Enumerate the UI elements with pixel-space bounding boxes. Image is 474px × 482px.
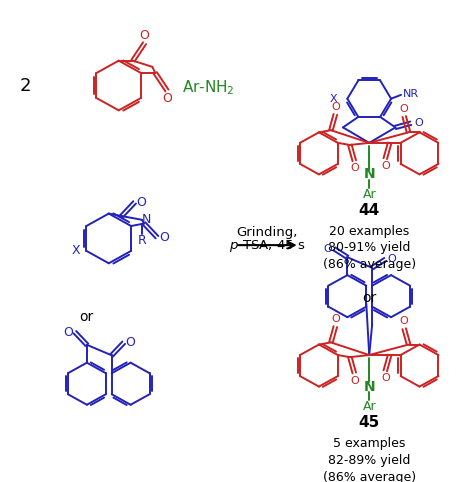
Text: O: O bbox=[140, 29, 149, 42]
Text: O: O bbox=[63, 326, 73, 339]
Text: Ar-NH$_2$: Ar-NH$_2$ bbox=[182, 78, 234, 97]
Text: N: N bbox=[364, 380, 375, 394]
Text: O: O bbox=[137, 196, 146, 209]
Text: O: O bbox=[126, 336, 136, 349]
Text: O: O bbox=[400, 316, 409, 326]
Text: or: or bbox=[79, 310, 93, 324]
Text: Ar: Ar bbox=[363, 188, 376, 201]
Text: Grinding,: Grinding, bbox=[236, 226, 298, 239]
Text: R: R bbox=[137, 234, 146, 247]
Text: O: O bbox=[414, 118, 423, 128]
Text: NR: NR bbox=[403, 89, 419, 99]
Text: O: O bbox=[400, 104, 409, 114]
Text: O: O bbox=[350, 375, 359, 386]
Text: O: O bbox=[331, 102, 340, 112]
Text: N: N bbox=[364, 167, 375, 181]
Text: Ar: Ar bbox=[363, 400, 376, 413]
Text: O: O bbox=[331, 314, 340, 324]
Text: 80-91% yield: 80-91% yield bbox=[328, 241, 410, 254]
Text: (86% average): (86% average) bbox=[323, 258, 416, 271]
Text: (86% average): (86% average) bbox=[323, 470, 416, 482]
Text: O: O bbox=[388, 254, 397, 264]
Text: 2: 2 bbox=[19, 77, 31, 94]
Text: O: O bbox=[162, 92, 172, 105]
Text: O: O bbox=[381, 374, 390, 384]
Text: 45: 45 bbox=[359, 415, 380, 430]
Text: N: N bbox=[142, 214, 152, 226]
Text: O: O bbox=[323, 244, 332, 254]
Text: 5 examples: 5 examples bbox=[333, 437, 405, 450]
Text: or: or bbox=[362, 291, 376, 305]
Text: X: X bbox=[330, 94, 337, 104]
Text: O: O bbox=[159, 231, 169, 244]
Text: 82-89% yield: 82-89% yield bbox=[328, 454, 410, 467]
Text: 44: 44 bbox=[359, 202, 380, 218]
Text: $p$-TSA, 45 s: $p$-TSA, 45 s bbox=[228, 238, 305, 254]
Text: O: O bbox=[381, 161, 390, 171]
Text: O: O bbox=[350, 163, 359, 174]
Text: 20 examples: 20 examples bbox=[329, 225, 410, 238]
Text: X: X bbox=[72, 244, 81, 257]
